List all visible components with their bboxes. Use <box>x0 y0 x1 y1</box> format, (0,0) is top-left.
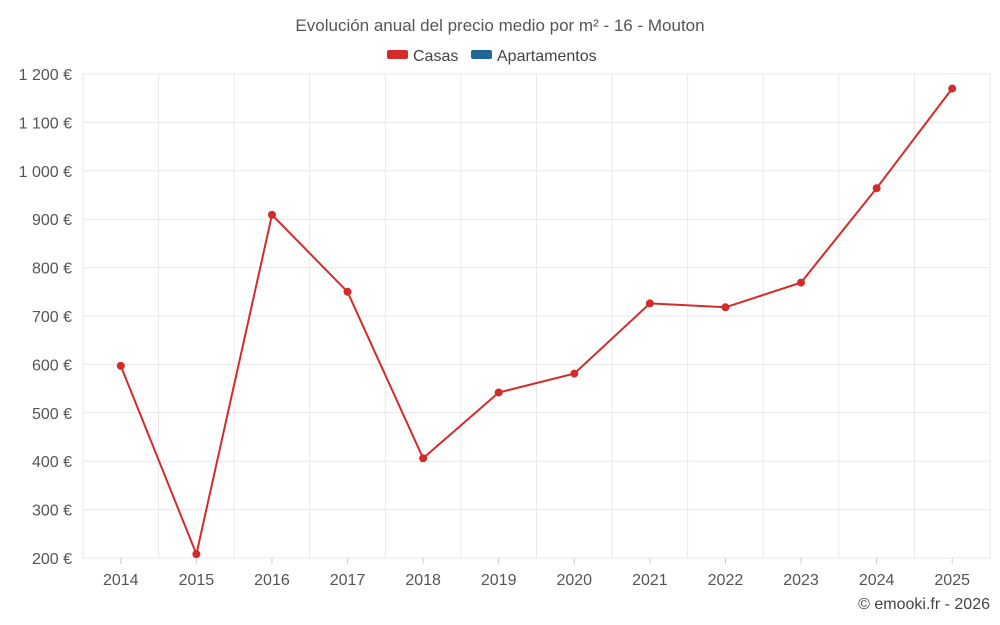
y-tick-label: 800 € <box>32 261 72 278</box>
x-tick-label: 2023 <box>783 572 819 589</box>
x-tick-label: 2015 <box>179 572 215 589</box>
legend-swatch-apartamentos[interactable] <box>471 50 492 59</box>
y-tick-label: 200 € <box>32 551 72 568</box>
y-axis-ticks: 200 € 300 € 400 € 500 € 600 € 700 € 800 € 900 €… <box>19 67 72 568</box>
data-point-2019[interactable] <box>494 388 503 397</box>
x-tick-label: 2022 <box>708 572 744 589</box>
y-tick-label: 1 000 € <box>19 164 72 181</box>
legend: Casas Apartamentos <box>387 48 597 65</box>
data-point-2016[interactable] <box>267 210 276 219</box>
grid <box>82 73 991 559</box>
legend-label-apartamentos[interactable]: Apartamentos <box>497 48 597 65</box>
chart-title: Evolución anual del precio medio por m² … <box>295 16 704 35</box>
credit-text: © emooki.fr - 2026 <box>858 596 990 613</box>
data-point-2017[interactable] <box>343 287 352 296</box>
y-tick-label: 1 200 € <box>19 67 72 84</box>
x-tick-label: 2024 <box>859 572 895 589</box>
data-point-2014[interactable] <box>116 361 125 370</box>
x-tick-label: 2021 <box>632 572 668 589</box>
data-point-2021[interactable] <box>645 299 654 308</box>
y-tick-label: 300 € <box>32 503 72 520</box>
x-axis-ticks: 2014 2015 2016 2017 2018 2019 2020 2021 2022 2023… <box>103 558 970 589</box>
y-tick-label: 500 € <box>32 406 72 423</box>
x-tick-label: 2016 <box>254 572 290 589</box>
series-points-casas <box>116 84 957 559</box>
data-point-2020[interactable] <box>570 369 579 378</box>
data-point-2022[interactable] <box>721 303 730 312</box>
x-tick-label: 2020 <box>556 572 592 589</box>
data-point-2018[interactable] <box>419 454 428 463</box>
x-tick-label: 2025 <box>934 572 970 589</box>
legend-swatch-casas[interactable] <box>387 50 408 59</box>
data-point-2015[interactable] <box>192 550 201 559</box>
data-point-2023[interactable] <box>797 278 806 287</box>
y-tick-label: 1 100 € <box>19 115 72 132</box>
y-tick-label: 900 € <box>32 212 72 229</box>
y-tick-label: 700 € <box>32 309 72 326</box>
legend-label-casas[interactable]: Casas <box>413 48 458 65</box>
data-point-2024[interactable] <box>872 184 881 193</box>
x-tick-label: 2017 <box>330 572 366 589</box>
x-tick-label: 2019 <box>481 572 517 589</box>
y-tick-label: 600 € <box>32 357 72 374</box>
y-tick-label: 400 € <box>32 454 72 471</box>
x-tick-label: 2018 <box>405 572 441 589</box>
data-point-2025[interactable] <box>948 84 957 93</box>
x-tick-label: 2014 <box>103 572 139 589</box>
series-line-casas <box>119 87 953 558</box>
